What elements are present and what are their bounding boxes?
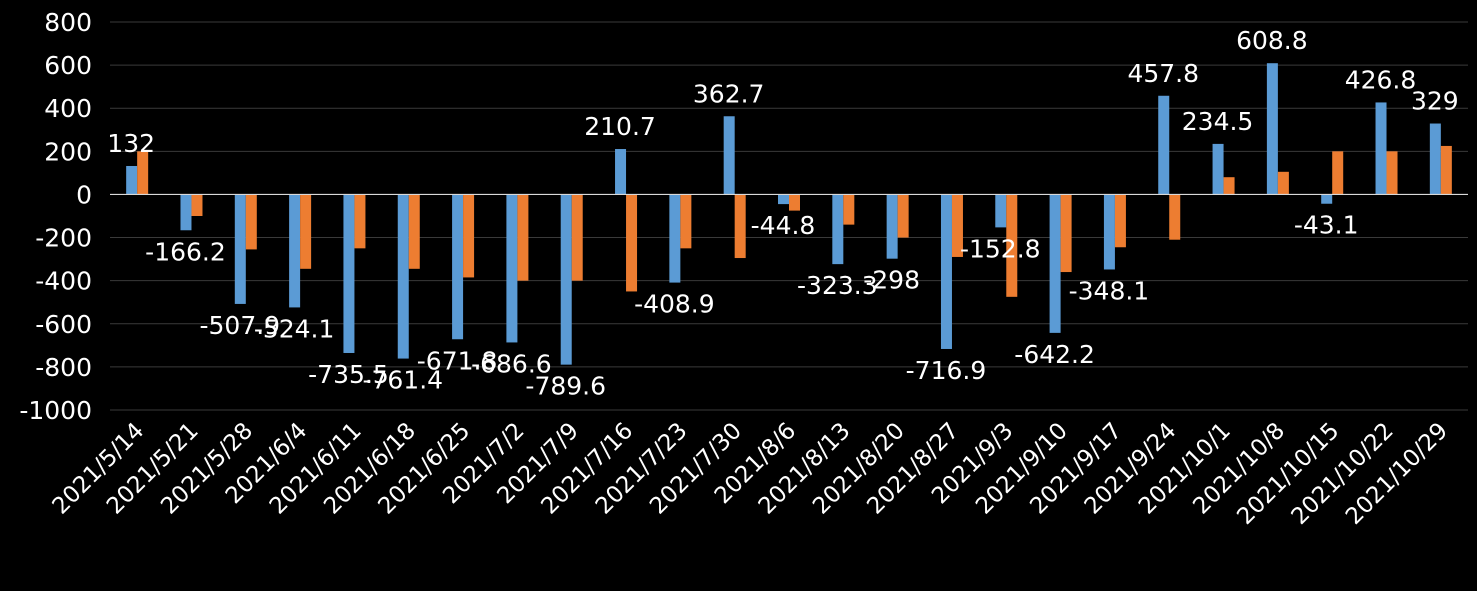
data-label: -735.5 bbox=[308, 360, 389, 389]
data-label: 608.8 bbox=[1236, 26, 1308, 55]
data-label: -152.8 bbox=[960, 234, 1041, 263]
bar-series-2 bbox=[680, 194, 692, 249]
bar-series-2 bbox=[191, 194, 203, 216]
data-label: -348.1 bbox=[1069, 276, 1150, 305]
data-label: 362.7 bbox=[693, 79, 765, 108]
bar-series-2 bbox=[354, 194, 366, 249]
bar-series-1 bbox=[234, 194, 246, 304]
data-label: -298 bbox=[863, 266, 920, 295]
bar-series-1 bbox=[560, 194, 572, 365]
bar-series-2 bbox=[897, 194, 909, 238]
bar-series-1 bbox=[1429, 123, 1441, 195]
data-label: -789.6 bbox=[525, 372, 606, 401]
data-label: -642.2 bbox=[1014, 340, 1095, 369]
bar-series-2 bbox=[1277, 171, 1289, 195]
bar-series-2 bbox=[245, 194, 257, 250]
data-label: 426.8 bbox=[1345, 65, 1417, 94]
y-tick-label: -200 bbox=[35, 224, 92, 253]
bar-series-1 bbox=[397, 194, 409, 359]
gridlines bbox=[110, 21, 1468, 411]
data-label: -524.1 bbox=[254, 314, 335, 343]
y-tick-label: -600 bbox=[35, 310, 92, 339]
data-label: -761.4 bbox=[362, 366, 443, 395]
bar-series-1 bbox=[832, 194, 844, 265]
data-labels: 132-166.2-507.9-524.1-735.5-761.4-671.8-… bbox=[107, 26, 1458, 400]
data-label: -716.9 bbox=[906, 356, 987, 385]
bar-series-1 bbox=[1158, 95, 1170, 195]
bar-series-1 bbox=[886, 194, 898, 259]
bar-series-2 bbox=[843, 194, 855, 225]
data-label: -507.9 bbox=[200, 311, 281, 340]
bar-series-2 bbox=[300, 194, 312, 269]
data-label: -686.6 bbox=[471, 349, 552, 378]
bar-series-1 bbox=[778, 194, 789, 205]
data-label: -166.2 bbox=[145, 237, 226, 266]
bar-series-1 bbox=[995, 194, 1007, 228]
bar-series-2 bbox=[517, 194, 529, 281]
data-label: 234.5 bbox=[1182, 107, 1254, 136]
y-tick-label: -400 bbox=[35, 267, 92, 296]
bar-series-2 bbox=[571, 194, 583, 281]
bar-series-1 bbox=[452, 194, 464, 340]
bar-series-2 bbox=[408, 194, 420, 269]
bar-series-2 bbox=[137, 151, 149, 195]
bar-series-1 bbox=[1266, 63, 1278, 195]
bars bbox=[126, 63, 1452, 365]
bar-series-2 bbox=[1114, 194, 1126, 248]
bar-series-2 bbox=[1386, 151, 1398, 195]
bar-series-2 bbox=[789, 194, 800, 211]
bar-series-2 bbox=[1060, 194, 1072, 273]
data-label: 132 bbox=[107, 129, 155, 158]
data-label: -323.3 bbox=[797, 271, 878, 300]
bar-series-1 bbox=[180, 194, 192, 231]
y-tick-label: 800 bbox=[44, 8, 92, 37]
bar-series-1 bbox=[1049, 194, 1061, 333]
bar-series-1 bbox=[615, 149, 627, 195]
bar-series-2 bbox=[1223, 177, 1235, 195]
bar-series-1 bbox=[126, 165, 138, 195]
data-label: -43.1 bbox=[1294, 211, 1359, 240]
bar-series-1 bbox=[343, 194, 355, 353]
bar-series-1 bbox=[1321, 194, 1333, 204]
bar-series-2 bbox=[626, 194, 638, 292]
bar-series-2 bbox=[463, 194, 475, 278]
bar-series-2 bbox=[1169, 194, 1181, 240]
bar-series-2 bbox=[1332, 151, 1344, 195]
data-label: 457.8 bbox=[1127, 59, 1199, 88]
bar-series-1 bbox=[289, 194, 301, 308]
y-tick-label: 400 bbox=[44, 94, 92, 123]
data-label: -671.8 bbox=[417, 346, 498, 375]
data-label: 329 bbox=[1411, 87, 1459, 116]
bar-series-1 bbox=[1375, 102, 1387, 195]
bar-series-2 bbox=[1440, 145, 1452, 195]
data-label: -408.9 bbox=[634, 290, 715, 319]
bar-series-1 bbox=[1103, 194, 1115, 270]
data-label: 210.7 bbox=[584, 112, 656, 141]
bar-series-1 bbox=[723, 116, 735, 195]
y-tick-label: 600 bbox=[44, 51, 92, 80]
bar-series-2 bbox=[734, 194, 746, 259]
y-tick-label: 200 bbox=[44, 137, 92, 166]
bar-series-1 bbox=[506, 194, 518, 343]
y-tick-label: -1000 bbox=[19, 396, 92, 425]
bar-series-1 bbox=[1212, 143, 1224, 195]
y-tick-label: 0 bbox=[76, 180, 92, 209]
bar-series-2 bbox=[951, 194, 963, 257]
bar-series-1 bbox=[669, 194, 681, 283]
bar-series-1 bbox=[940, 194, 952, 349]
y-axis-tick-labels: 800 600 400 200 0 -200 -400 -600 -800 -1000 bbox=[19, 8, 92, 425]
data-label: -44.8 bbox=[751, 211, 816, 240]
y-tick-label: -800 bbox=[35, 353, 92, 382]
bar-series-2 bbox=[1006, 194, 1018, 297]
